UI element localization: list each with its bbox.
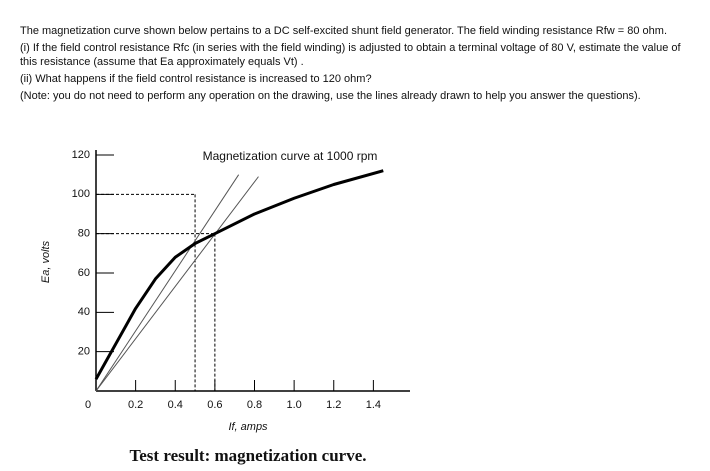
- resistance-line: [95, 174, 240, 392]
- x-tick-label: 0: [85, 399, 91, 411]
- part-i: (i) If the field control resistance Rfc …: [20, 42, 681, 68]
- y-axis-label: Ea, volts: [40, 240, 52, 283]
- x-tick-label: 1.4: [366, 399, 381, 411]
- x-axis-label: If, amps: [228, 421, 268, 433]
- x-tick-label: 0.4: [168, 399, 183, 411]
- x-tick-label: 1.0: [286, 399, 301, 411]
- y-tick-label: 120: [72, 149, 90, 161]
- y-tick-label: 40: [78, 306, 90, 318]
- note: (Note: you do not need to perform any op…: [20, 90, 641, 102]
- x-tick-label: 0.2: [128, 399, 143, 411]
- chart-title: Magnetization curve at 1000 rpm: [203, 149, 378, 163]
- part-ii: (ii) What happens if the field control r…: [20, 73, 372, 85]
- question: The magnetization curve shown below pert…: [20, 24, 695, 106]
- x-tick-label: 1.2: [326, 399, 341, 411]
- y-tick-label: 100: [72, 188, 90, 200]
- x-tick-label: 0.8: [247, 399, 262, 411]
- x-tick-label: 0.6: [207, 399, 222, 411]
- intro: The magnetization curve shown below pert…: [20, 25, 668, 37]
- y-tick-label: 20: [78, 346, 90, 358]
- caption: Test result: magnetization curve.: [129, 446, 366, 465]
- y-tick-label: 60: [78, 267, 90, 279]
- magnetization-curve: [94, 169, 384, 380]
- y-tick-label: 80: [78, 228, 90, 240]
- resistance-line: [95, 176, 259, 392]
